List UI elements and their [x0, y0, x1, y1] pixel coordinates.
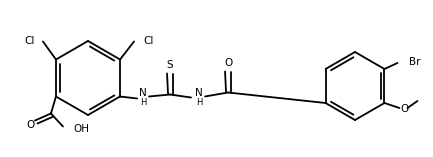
- Text: H: H: [140, 98, 146, 107]
- Text: S: S: [167, 60, 173, 70]
- Text: N: N: [195, 89, 203, 98]
- Text: OH: OH: [73, 124, 89, 133]
- Text: O: O: [27, 121, 35, 130]
- Text: N: N: [139, 89, 147, 98]
- Text: Br: Br: [410, 57, 421, 67]
- Text: Cl: Cl: [143, 35, 153, 46]
- Text: Cl: Cl: [25, 35, 35, 46]
- Text: H: H: [196, 98, 202, 107]
- Text: O: O: [401, 104, 409, 114]
- Text: O: O: [224, 59, 232, 68]
